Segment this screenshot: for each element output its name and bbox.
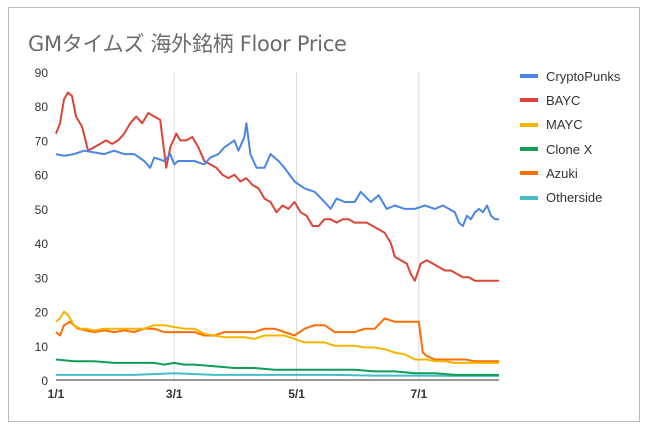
legend-item-bayc: BAYC xyxy=(520,88,640,112)
y-tick-label: 90 xyxy=(35,66,49,80)
legend-swatch xyxy=(520,122,538,127)
legend-item-otherside: Otherside xyxy=(520,185,640,209)
y-tick-label: 60 xyxy=(35,169,49,183)
series-line-cryptopunks xyxy=(55,122,499,227)
legend-swatch xyxy=(520,147,538,152)
series-line-clone-x xyxy=(55,358,499,376)
legend-swatch xyxy=(520,74,538,79)
chart-legend: CryptoPunks BAYC MAYC Clone X Azuki Otherside xyxy=(520,64,640,210)
x-tick-label: 7/1 xyxy=(410,387,427,401)
y-tick-label: 50 xyxy=(35,203,49,217)
series-line-bayc xyxy=(55,91,499,282)
chart-title: GMタイムズ 海外銘柄 Floor Price xyxy=(28,32,347,56)
y-tick-label: 10 xyxy=(35,340,49,354)
x-tick-label: 3/1 xyxy=(166,387,183,401)
x-tick-label: 5/1 xyxy=(288,387,305,401)
series-line-azuki xyxy=(55,317,499,363)
legend-swatch xyxy=(520,171,538,176)
y-tick-label: 20 xyxy=(35,306,49,320)
y-tick-label: 70 xyxy=(35,134,49,148)
legend-label: MAYC xyxy=(546,117,583,133)
legend-label: Otherside xyxy=(546,190,603,206)
legend-item-mayc: MAYC xyxy=(520,113,640,137)
legend-label: Clone X xyxy=(546,141,593,157)
legend-item-clone-x: Clone X xyxy=(520,137,640,161)
legend-label: BAYC xyxy=(546,92,581,108)
legend-label: Azuki xyxy=(546,165,578,181)
y-tick-label: 0 xyxy=(41,374,48,388)
series-line-mayc xyxy=(55,310,499,364)
x-tick-label: 1/1 xyxy=(48,387,65,401)
legend-label: CryptoPunks xyxy=(546,68,621,84)
y-tick-label: 80 xyxy=(35,100,49,114)
legend-swatch xyxy=(520,98,538,103)
legend-item-azuki: Azuki xyxy=(520,161,640,185)
legend-item-cryptopunks: CryptoPunks xyxy=(520,64,640,88)
y-tick-label: 30 xyxy=(35,271,49,285)
y-tick-label: 40 xyxy=(35,237,49,251)
legend-swatch xyxy=(520,195,538,200)
series-line-otherside xyxy=(56,372,499,377)
